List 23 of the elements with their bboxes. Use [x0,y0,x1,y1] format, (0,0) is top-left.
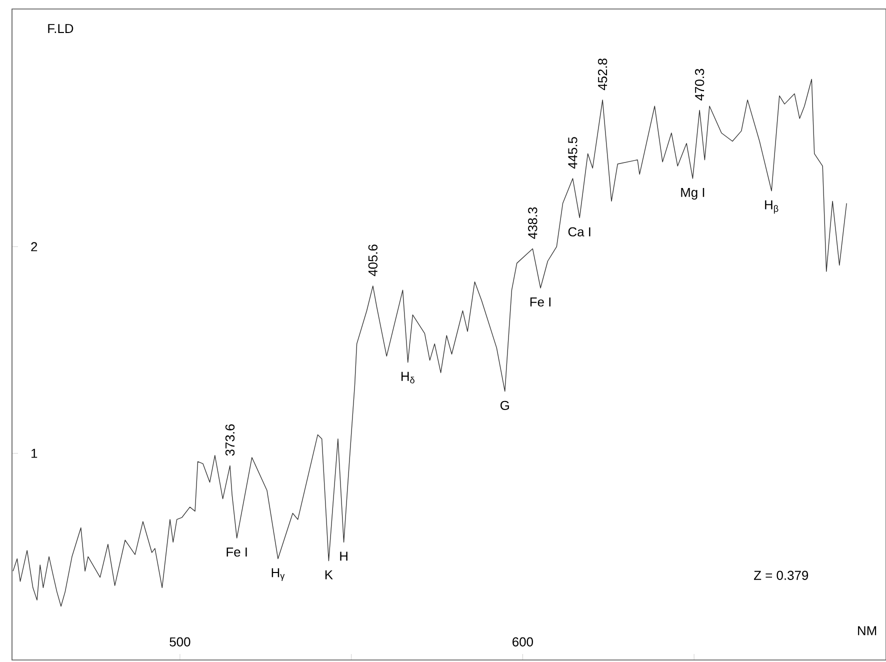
annotation: Fe I [530,298,550,307]
y-tick-label: 2 [31,242,38,252]
annotation: G [500,400,509,410]
annotation: 470.3 [694,68,704,100]
annotation: K [325,570,333,580]
y-axis-title: F.LD [48,24,74,33]
annotation: 438.3 [528,207,538,239]
x-tick-label: 600 [512,637,533,646]
annotation: 445.5 [568,137,578,169]
annotation: 452.8 [598,58,608,90]
annotation: H$_{γ}$ [272,568,285,581]
y-tick-label: 1 [32,448,38,458]
annotation: Ca I [568,227,590,236]
annotation: Fe I [226,548,247,557]
annotation: Z = 0.379 [754,570,808,580]
x-tick-label: 500 [170,637,190,646]
annotation: 373.6 [225,424,235,456]
annotation: Mg I [681,188,704,200]
annotation: H$_{δ}$ [401,372,414,384]
annotation: H [340,552,348,561]
annotation: H$_{β}$ [765,200,778,214]
annotation: 405.6 [368,244,378,276]
x-axis-title: NM [858,626,876,636]
